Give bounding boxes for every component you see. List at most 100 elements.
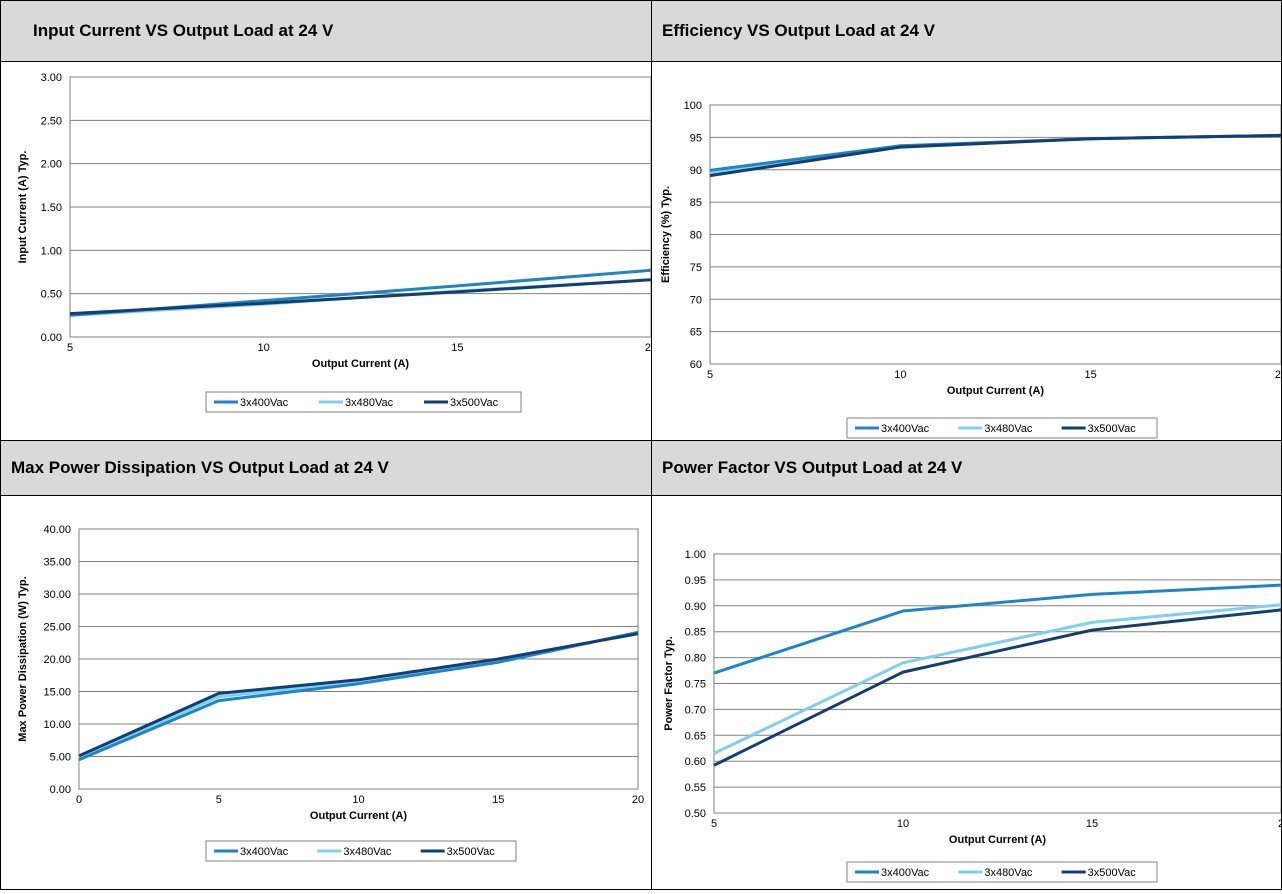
chart-header-input-current: Input Current VS Output Load at 24 V: [0, 0, 652, 62]
y-tick-label: 3.00: [41, 72, 62, 84]
y-tick-label: 0.60: [685, 756, 706, 768]
y-tick-label: 0.00: [50, 784, 71, 796]
y-tick-label: 100: [684, 100, 702, 112]
legend-label: 3x500Vac: [447, 846, 496, 858]
legend-label: 3x400Vac: [240, 397, 289, 409]
y-tick-label: 30.00: [43, 589, 71, 601]
legend-label: 3x500Vac: [1088, 867, 1137, 879]
x-axis-label: Output Current (A): [310, 810, 407, 822]
y-tick-label: 0.55: [685, 782, 706, 794]
series-line-3x500vac: [78, 632, 639, 758]
series-line-3x400vac: [713, 583, 1282, 675]
x-tick-label: 15: [1085, 369, 1097, 381]
y-tick-label: 1.00: [41, 245, 62, 257]
legend-label: 3x400Vac: [881, 423, 930, 435]
y-tick-label: 20.00: [43, 654, 71, 666]
legend-label: 3x400Vac: [240, 846, 289, 858]
y-tick-label: 0.00: [41, 332, 62, 344]
x-tick-label: 15: [1086, 818, 1098, 830]
chart-panel-input-current: 0.000.501.001.502.002.503.005101520Outpu…: [0, 61, 657, 441]
x-axis-label: Output Current (A): [949, 834, 1046, 846]
chart-header-efficiency: Efficiency VS Output Load at 24 V: [651, 0, 1282, 62]
y-tick-label: 10.00: [43, 719, 71, 731]
y-tick-label: 1.50: [41, 202, 62, 214]
x-tick-label: 5: [707, 369, 713, 381]
power-factor-chart: 0.50 0.55 0.60 0.65 0.70 0.75 0.80 0.85 0.90 0.95…: [663, 549, 1282, 883]
x-axis-label: Output Current (A): [947, 385, 1044, 397]
y-tick-label: 0.75: [685, 679, 706, 691]
y-tick-label: 25.00: [43, 622, 71, 634]
x-tick-label: 10: [894, 369, 906, 381]
input-current-chart: 0.000.501.001.502.002.503.005101520Outpu…: [17, 72, 657, 413]
x-tick-label: 5: [711, 818, 717, 830]
y-tick-label: 0.50: [41, 289, 62, 301]
legend-label: 3x500Vac: [450, 397, 499, 409]
x-tick-label: 15: [451, 342, 463, 354]
x-tick-label: 2: [1278, 818, 1281, 830]
y-tick-label: 0.70: [685, 704, 706, 716]
legend-label: 3x480Vac: [343, 846, 392, 858]
chart-title: Max Power Dissipation VS Output Load at …: [11, 458, 389, 477]
y-tick-label: 75: [690, 262, 702, 274]
x-tick-label: 10: [897, 818, 909, 830]
legend-label: 3x480Vac: [984, 423, 1033, 435]
y-tick-label: 0.90: [685, 601, 706, 613]
y-tick-label: 80: [690, 230, 702, 242]
legend-label: 3x400Vac: [881, 867, 930, 879]
x-tick-label: 20: [1275, 369, 1281, 381]
x-tick-label: 15: [492, 794, 504, 806]
power-dissipation-chart: 0.00 5.00 10.00 15.00 20.00 25.00 30.00 35.00 40…: [17, 524, 644, 862]
legend-box: [205, 391, 522, 413]
x-axis-label: Output Current (A): [312, 358, 409, 370]
x-tick-label: 10: [258, 342, 270, 354]
y-tick-label: 70: [690, 294, 702, 306]
y-tick-label: 0.50: [685, 808, 706, 820]
chart-panel-power-dissipation: 0.00 5.00 10.00 15.00 20.00 25.00 30.00 35.00 40…: [0, 495, 652, 890]
y-tick-label: 90: [690, 165, 702, 177]
chart-title: Input Current VS Output Load at 24 V: [33, 21, 334, 40]
y-tick-label: 0.85: [685, 627, 706, 639]
x-tick-label: 5: [67, 342, 73, 354]
y-tick-label: 5.00: [50, 752, 71, 764]
y-axis-label: Power Factor Typ.: [663, 636, 675, 731]
y-tick-label: 2.00: [41, 159, 62, 171]
y-axis-label: Efficiency (%) Typ.: [660, 186, 672, 283]
y-tick-label: 0.80: [685, 653, 706, 665]
y-tick-label: 85: [690, 197, 702, 209]
y-tick-label: 1.00: [685, 549, 706, 561]
series-line-3x500vac: [69, 278, 652, 316]
chart-header-power-factor: Power Factor VS Output Load at 24 V: [651, 440, 1282, 496]
series-line-3x400vac: [78, 630, 639, 762]
x-tick-label: 20: [632, 794, 644, 806]
y-tick-label: 15.00: [43, 687, 71, 699]
x-tick-label: 0: [76, 794, 82, 806]
chart-panel-power-factor: 0.50 0.55 0.60 0.65 0.70 0.75 0.80 0.85 0.90 0.95…: [651, 495, 1282, 890]
legend-label: 3x480Vac: [984, 867, 1033, 879]
x-tick-label: 5: [216, 794, 222, 806]
legend-box: [846, 861, 1158, 883]
y-tick-label: 0.95: [685, 575, 706, 587]
series-line-3x500vac: [713, 608, 1282, 767]
chart-title: Power Factor VS Output Load at 24 V: [662, 458, 963, 477]
y-tick-label: 60: [690, 359, 702, 371]
chart-panel-efficiency: 60 65 70 75 80 85 90 95 100 5 10 15 20 Output Current…: [651, 61, 1282, 441]
plot-area: [78, 528, 639, 790]
legend-box: [205, 840, 517, 862]
legend-label: 3x480Vac: [345, 397, 394, 409]
efficiency-chart: 60 65 70 75 80 85 90 95 100 5 10 15 20 Output Current…: [660, 100, 1282, 439]
chart-title: Efficiency VS Output Load at 24 V: [662, 21, 935, 40]
y-tick-label: 35.00: [43, 557, 71, 569]
y-tick-label: 0.65: [685, 730, 706, 742]
y-tick-label: 95: [690, 132, 702, 144]
chart-header-power-dissipation: Max Power Dissipation VS Output Load at …: [0, 440, 652, 496]
y-tick-label: 40.00: [43, 524, 71, 536]
x-tick-label: 10: [352, 794, 364, 806]
legend-box: [846, 417, 1158, 439]
y-axis-label: Input Current (A) Typ.: [17, 151, 29, 264]
y-axis-label: Max Power Dissipation (W) Typ.: [17, 576, 29, 741]
series-line-3x400vac: [709, 133, 1282, 172]
y-tick-label: 65: [690, 327, 702, 339]
y-tick-label: 2.50: [41, 115, 62, 127]
series-line-3x500vac: [709, 133, 1282, 178]
